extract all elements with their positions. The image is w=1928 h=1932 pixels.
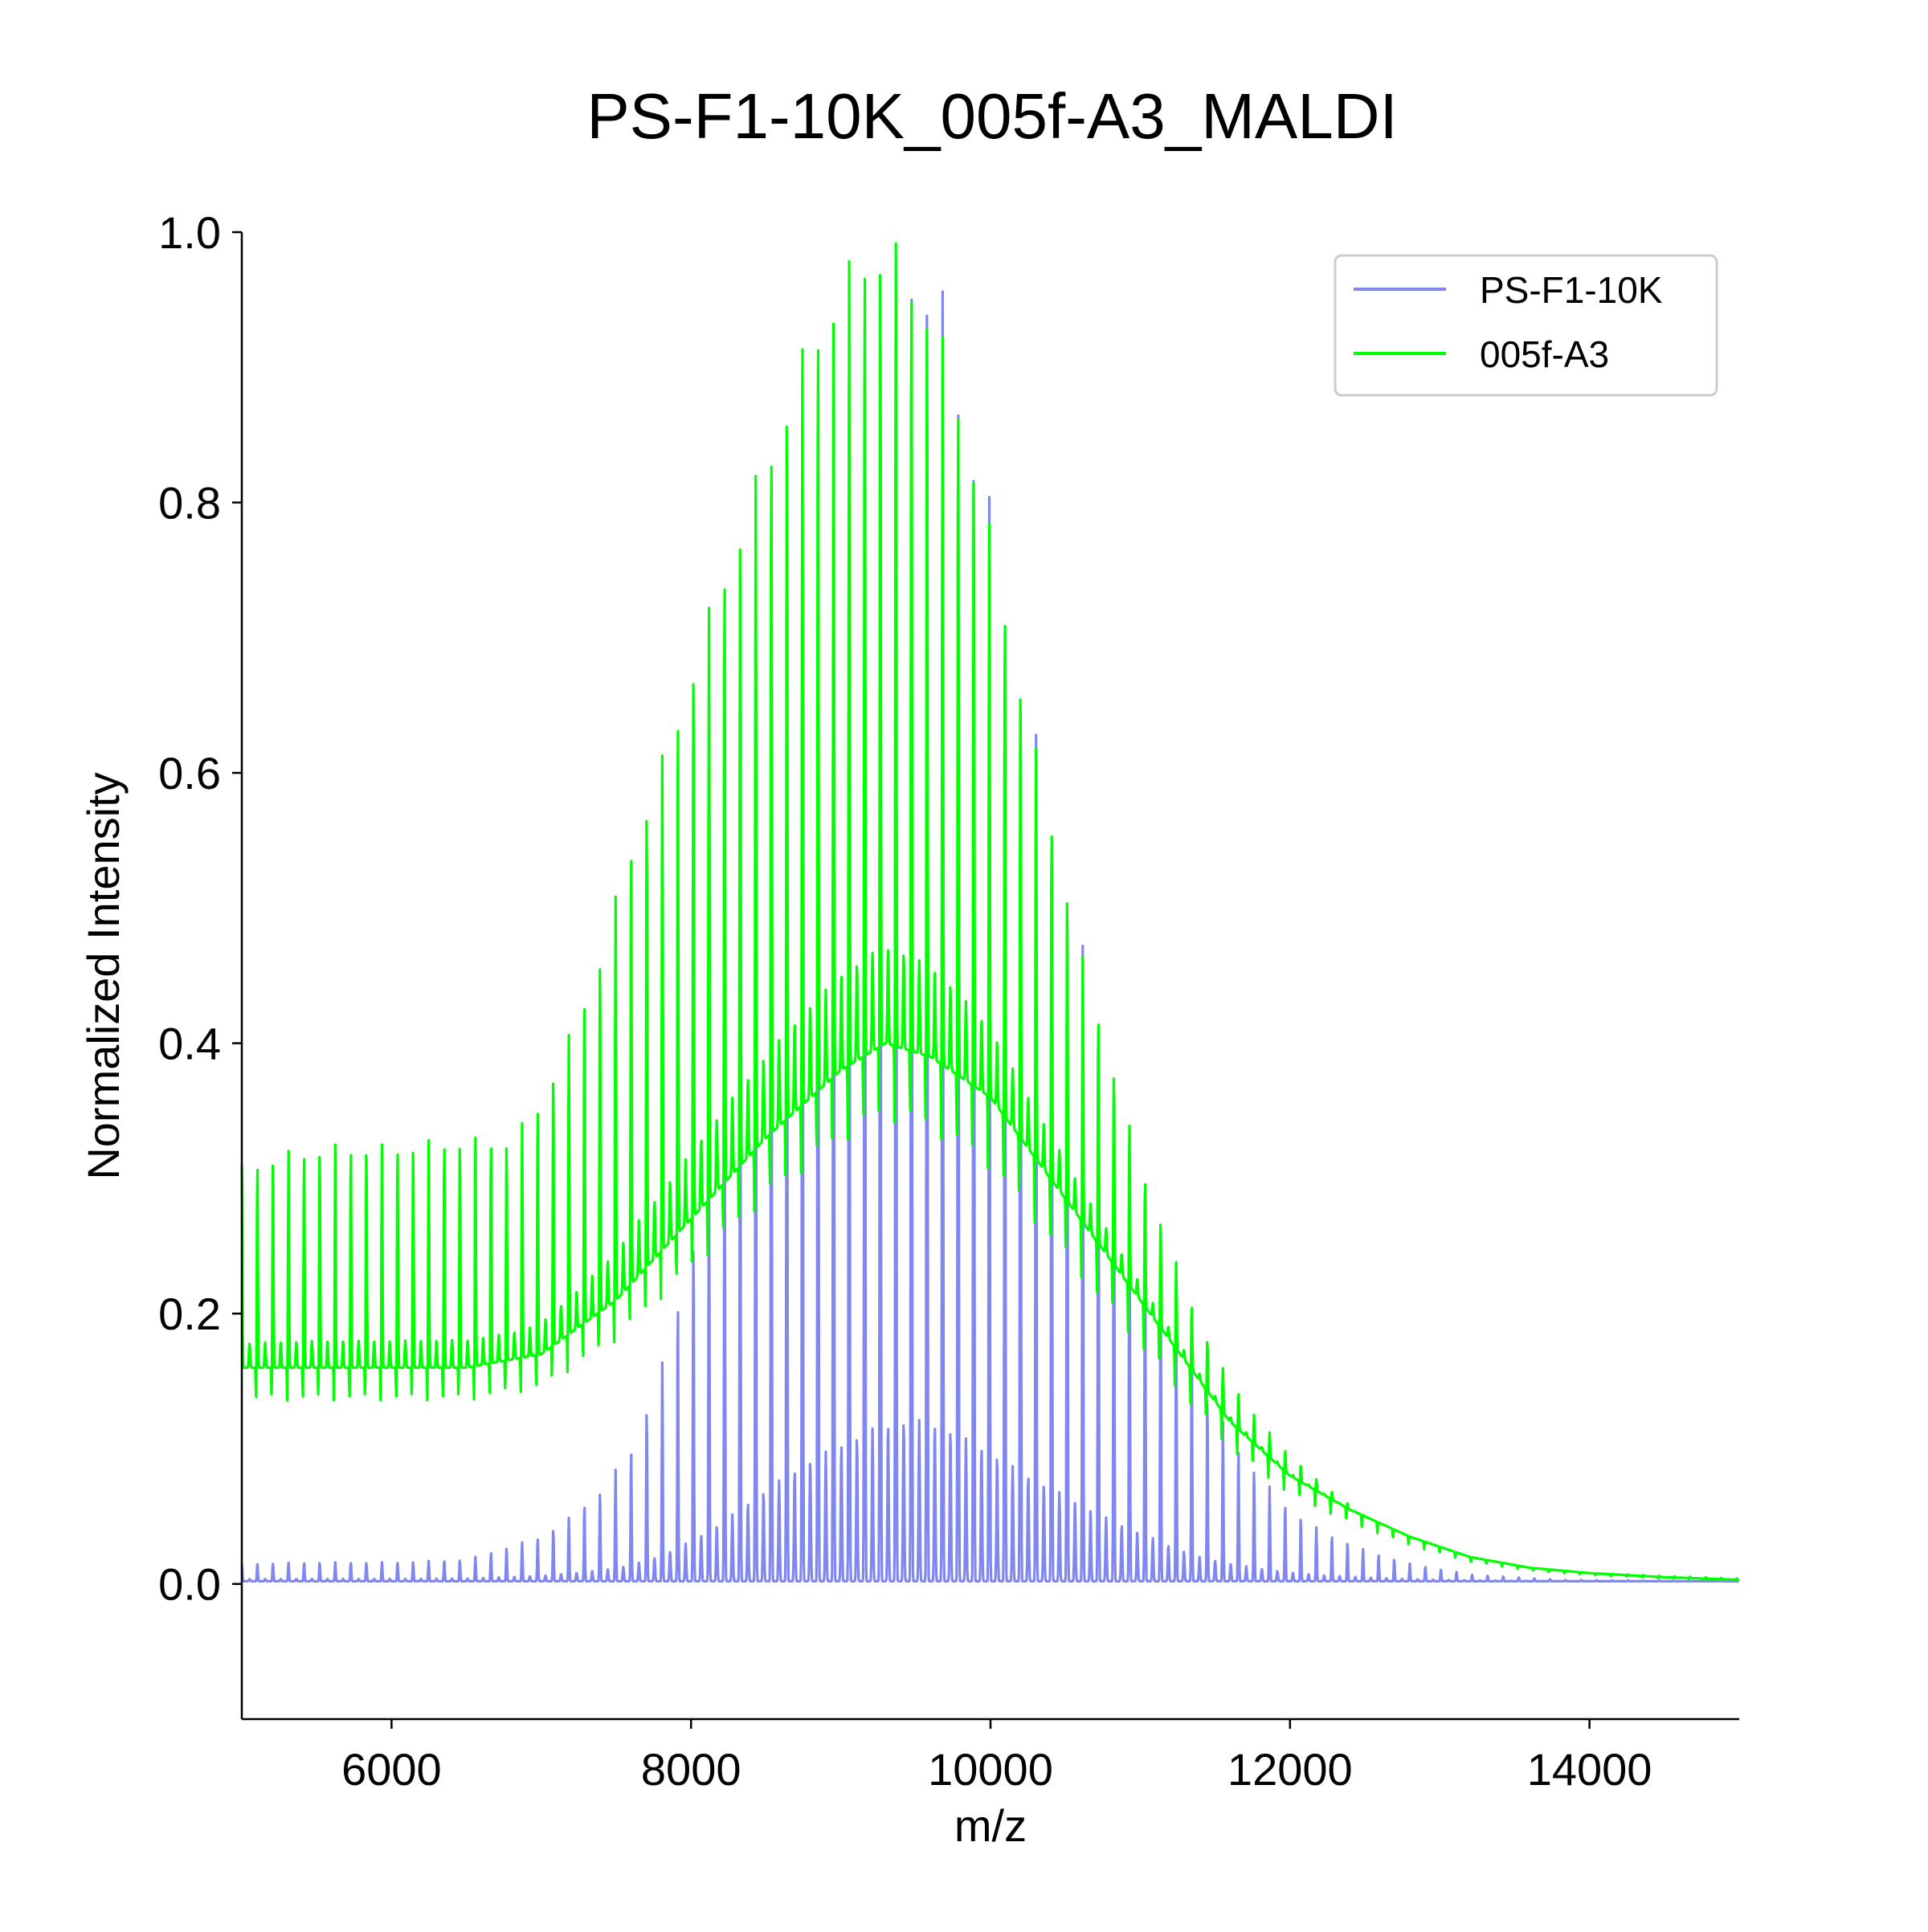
- series-line-ps-f1-10k: [240, 255, 1740, 1583]
- series-line-005f-a3: [240, 242, 1740, 1582]
- legend-label-005f-a3: 005f-A3: [1480, 333, 1609, 375]
- y-tick-label: 0.8: [158, 478, 221, 529]
- x-tick-label: 10000: [928, 1744, 1053, 1795]
- y-tick-label: 1.0: [158, 207, 221, 258]
- chart-title: PS-F1-10K_005f-A3_MALDI: [586, 80, 1397, 152]
- y-tick-label: 0.0: [158, 1559, 221, 1610]
- y-axis-label: Normalized Intensity: [78, 772, 129, 1179]
- x-tick-label: 6000: [341, 1744, 442, 1795]
- x-tick-label: 8000: [641, 1744, 741, 1795]
- x-ticks: 6000 8000 10000 12000 14000: [341, 1719, 1652, 1795]
- series-layer: [240, 242, 1740, 1583]
- x-axis-label: m/z: [954, 1800, 1027, 1851]
- y-tick-label: 0.4: [158, 1019, 221, 1069]
- x-tick-label: 12000: [1227, 1744, 1353, 1795]
- y-ticks: 0.0 0.2 0.4 0.6 0.8 1.0: [158, 207, 242, 1610]
- y-tick-label: 0.6: [158, 748, 221, 799]
- legend: PS-F1-10K 005f-A3: [1334, 254, 1718, 397]
- y-tick-label: 0.2: [158, 1289, 221, 1339]
- legend-label-ps-f1-10k: PS-F1-10K: [1480, 269, 1663, 311]
- x-tick-label: 14000: [1527, 1744, 1652, 1795]
